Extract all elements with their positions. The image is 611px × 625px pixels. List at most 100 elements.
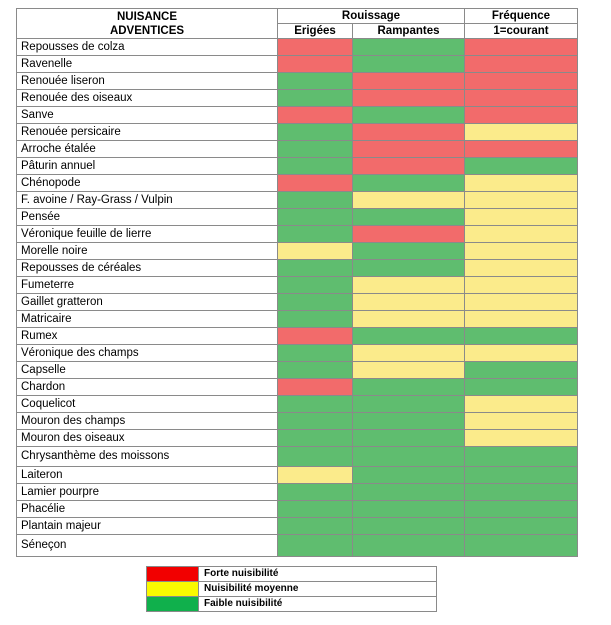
table-row: Gaillet gratteron xyxy=(16,293,578,311)
rampantes-rating-cell xyxy=(352,293,465,311)
erigees-rating-cell xyxy=(277,466,353,484)
frequence-rating-cell xyxy=(464,38,578,56)
rampantes-rating-cell xyxy=(352,55,465,73)
weed-name: Capselle xyxy=(16,361,278,379)
table-row: Repousses de céréales xyxy=(16,259,578,277)
nuisance-header: NUISANCE ADVENTICES xyxy=(16,8,278,39)
erigees-rating-cell xyxy=(277,534,353,557)
frequence-rating-cell xyxy=(464,191,578,209)
table-row: Véronique feuille de lierre xyxy=(16,225,578,243)
frequence-rating-cell xyxy=(464,242,578,260)
erigees-rating-cell xyxy=(277,72,353,90)
weed-name: Chénopode xyxy=(16,174,278,192)
table-row: Rumex xyxy=(16,327,578,345)
erigees-rating-cell xyxy=(277,55,353,73)
legend: Forte nuisibilité Nuisibilité moyenne Faib… xyxy=(146,566,437,612)
frequence-rating-cell xyxy=(464,276,578,294)
courant-header: 1=courant xyxy=(464,23,578,39)
frequence-rating-cell xyxy=(464,344,578,362)
frequence-rating-cell xyxy=(464,395,578,413)
frequence-rating-cell xyxy=(464,327,578,345)
table-row: Laiteron xyxy=(16,466,578,484)
table-row: Ravenelle xyxy=(16,55,578,73)
erigees-rating-cell xyxy=(277,157,353,175)
weed-name: Rumex xyxy=(16,327,278,345)
erigees-rating-cell xyxy=(277,106,353,124)
weed-name: Gaillet gratteron xyxy=(16,293,278,311)
legend-swatch-green xyxy=(146,596,199,612)
frequence-rating-cell xyxy=(464,208,578,226)
rampantes-rating-cell xyxy=(352,310,465,328)
table-row: Coquelicot xyxy=(16,395,578,413)
erigees-rating-cell xyxy=(277,123,353,141)
weed-name: Véronique des champs xyxy=(16,344,278,362)
table-row: Chrysanthème des moissons xyxy=(16,446,578,467)
weed-name: Mouron des oiseaux xyxy=(16,429,278,447)
frequence-rating-cell xyxy=(464,89,578,107)
rampantes-rating-cell xyxy=(352,89,465,107)
rampantes-rating-cell xyxy=(352,242,465,260)
rampantes-rating-cell xyxy=(352,174,465,192)
legend-label: Nuisibilité moyenne xyxy=(198,581,437,597)
weed-name: Ravenelle xyxy=(16,55,278,73)
table-row: Phacélie xyxy=(16,500,578,518)
erigees-rating-cell xyxy=(277,344,353,362)
rampantes-rating-cell xyxy=(352,412,465,430)
frequence-rating-cell xyxy=(464,157,578,175)
frequence-rating-cell xyxy=(464,106,578,124)
frequence-header: Fréquence xyxy=(464,8,578,24)
rampantes-rating-cell xyxy=(352,140,465,158)
erigees-rating-cell xyxy=(277,412,353,430)
erigees-rating-cell xyxy=(277,225,353,243)
weed-name: Séneçon xyxy=(16,534,278,557)
table-body: Repousses de colza Ravenelle Renouée liser… xyxy=(16,38,578,557)
erigees-rating-cell xyxy=(277,327,353,345)
rampantes-rating-cell xyxy=(352,208,465,226)
frequence-rating-cell xyxy=(464,123,578,141)
rampantes-rating-cell xyxy=(352,123,465,141)
erigees-rating-cell xyxy=(277,174,353,192)
erigees-rating-cell xyxy=(277,378,353,396)
erigees-rating-cell xyxy=(277,500,353,518)
erigees-rating-cell xyxy=(277,89,353,107)
erigees-rating-cell xyxy=(277,517,353,535)
rampantes-rating-cell xyxy=(352,395,465,413)
frequence-rating-cell xyxy=(464,225,578,243)
rampantes-rating-cell xyxy=(352,500,465,518)
weed-name: Chardon xyxy=(16,378,278,396)
table-row: F. avoine / Ray-Grass / Vulpin xyxy=(16,191,578,209)
weed-name: Renouée persicaire xyxy=(16,123,278,141)
legend-label: Forte nuisibilité xyxy=(198,566,437,582)
weed-name: Morelle noire xyxy=(16,242,278,260)
weed-name: Renouée liseron xyxy=(16,72,278,90)
frequence-rating-cell xyxy=(464,174,578,192)
rouissage-header: Rouissage xyxy=(277,8,465,24)
rampantes-rating-cell xyxy=(352,429,465,447)
erigees-rating-cell xyxy=(277,140,353,158)
rampantes-rating-cell xyxy=(352,327,465,345)
weed-name: Mouron des champs xyxy=(16,412,278,430)
rampantes-rating-cell xyxy=(352,225,465,243)
table-row: Renouée persicaire xyxy=(16,123,578,141)
erigees-rating-cell xyxy=(277,395,353,413)
frequence-rating-cell xyxy=(464,310,578,328)
table-row: Lamier pourpre xyxy=(16,483,578,501)
weed-name: Véronique feuille de lierre xyxy=(16,225,278,243)
erigees-rating-cell xyxy=(277,310,353,328)
weed-name: Sanve xyxy=(16,106,278,124)
legend-label: Faible nuisibilité xyxy=(198,596,437,612)
rampantes-rating-cell xyxy=(352,534,465,557)
weed-name: Pâturin annuel xyxy=(16,157,278,175)
rampantes-rating-cell xyxy=(352,157,465,175)
rampantes-rating-cell xyxy=(352,72,465,90)
table-row: Capselle xyxy=(16,361,578,379)
erigees-rating-cell xyxy=(277,38,353,56)
legend-row: Nuisibilité moyenne xyxy=(146,581,437,597)
weed-name: Matricaire xyxy=(16,310,278,328)
erigees-rating-cell xyxy=(277,429,353,447)
legend-row: Forte nuisibilité xyxy=(146,566,437,582)
weed-name: Phacélie xyxy=(16,500,278,518)
frequence-rating-cell xyxy=(464,55,578,73)
erigees-rating-cell xyxy=(277,191,353,209)
rampantes-rating-cell xyxy=(352,344,465,362)
